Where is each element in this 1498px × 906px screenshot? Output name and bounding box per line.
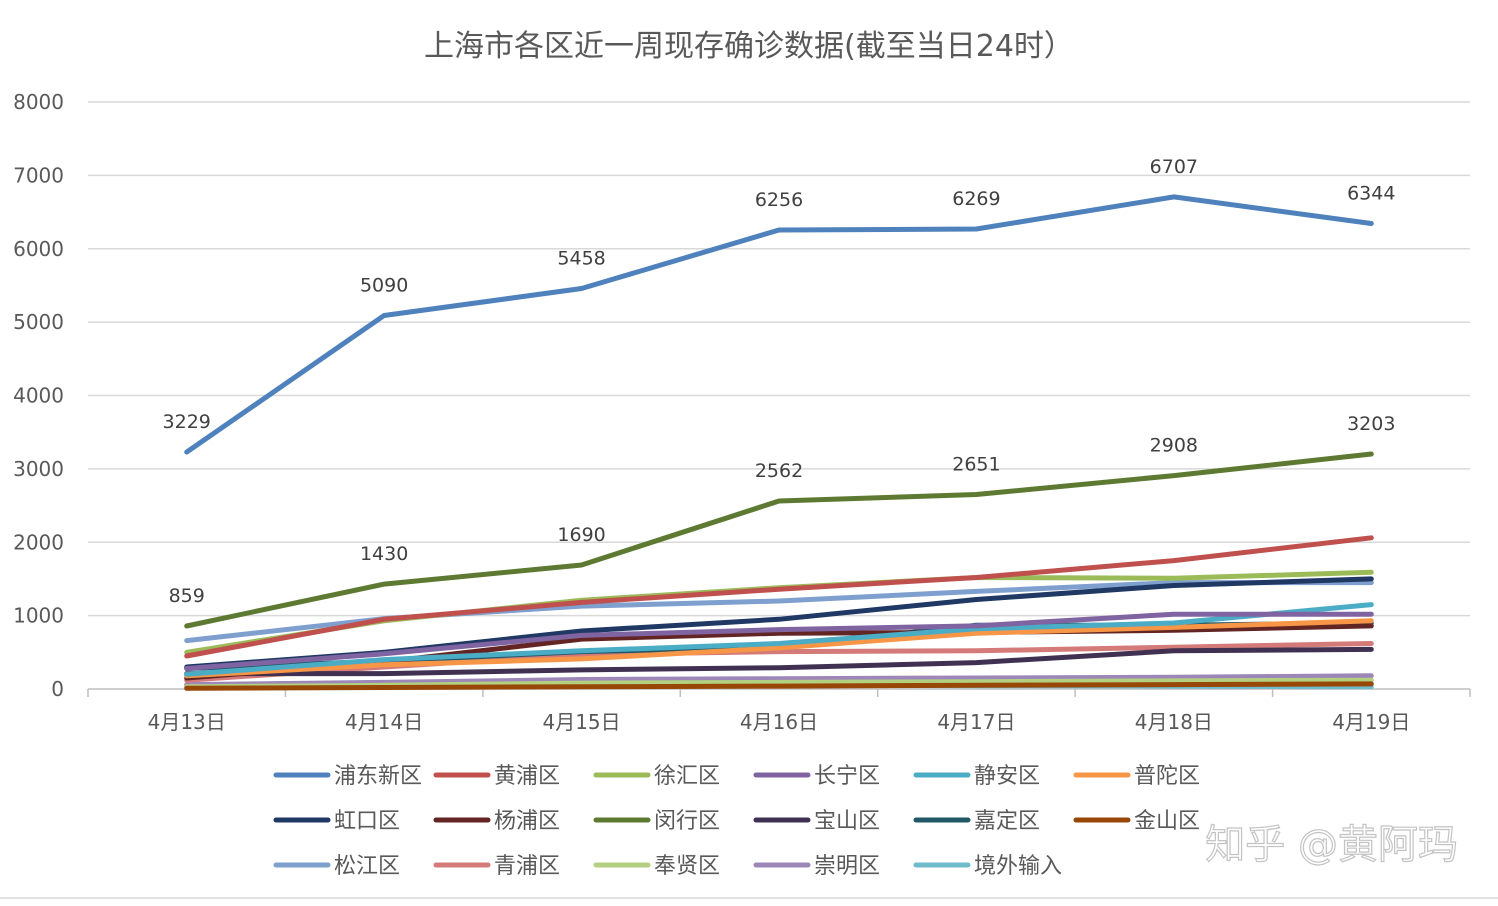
axes: 0 1000 2000 3000 4000 5000 6000 7000 8000 4月13日 4月… (0, 90, 1498, 899)
y-tick-label: 8000 (13, 90, 64, 114)
series-line-15 (184, 673, 1374, 688)
x-tick-label: 4月15日 (542, 710, 620, 734)
legend-label: 黄浦区 (494, 764, 560, 789)
legend-label: 静安区 (974, 764, 1040, 789)
series-line-0 (184, 194, 1374, 455)
legend-label: 金山区 (1134, 809, 1200, 834)
x-tick-label: 4月16日 (740, 710, 818, 734)
x-tick-label: 4月14日 (345, 710, 423, 734)
data-label: 1690 (557, 524, 605, 546)
data-label: 5458 (557, 248, 605, 270)
watermark: 知乎 @黄阿玛 (1205, 822, 1458, 868)
legend-label: 奉贤区 (654, 854, 720, 879)
legend-label: 普陀区 (1134, 764, 1200, 789)
data-label: 2562 (755, 460, 803, 482)
y-tick-label: 5000 (13, 310, 64, 334)
series-line-9 (184, 646, 1374, 677)
legend-label: 杨浦区 (494, 809, 560, 834)
legend-label: 崇明区 (814, 854, 880, 879)
series-line-5 (184, 618, 1374, 679)
y-tick-label: 3000 (13, 457, 64, 481)
x-tick-label: 4月19日 (1332, 710, 1410, 734)
y-tick-label: 0 (51, 677, 64, 701)
data-label: 2908 (1150, 435, 1198, 457)
series-line-11 (184, 681, 1374, 691)
y-tick-label: 2000 (13, 530, 64, 554)
data-label: 2651 (952, 453, 1000, 475)
data-label: 859 (169, 585, 205, 607)
series-line-4 (184, 602, 1374, 677)
data-label: 6344 (1347, 183, 1395, 205)
legend-label: 闵行区 (654, 809, 720, 834)
series-line-8 (184, 451, 1374, 629)
data-label: 5090 (360, 275, 408, 297)
chart-title: 上海市各区近一周现存确诊数据(截至当日24时） (424, 29, 1074, 64)
legend-label: 浦东新区 (334, 764, 422, 789)
series-line-3 (184, 611, 1374, 671)
legend-label: 虹口区 (334, 809, 400, 834)
y-tick-label: 1000 (13, 604, 64, 628)
y-tick-label: 4000 (13, 384, 64, 408)
data-label: 6269 (952, 188, 1000, 210)
data-label: 6256 (755, 189, 803, 211)
y-tick-label: 6000 (13, 237, 64, 261)
y-tick-label: 7000 (13, 163, 64, 187)
legend-label: 嘉定区 (974, 809, 1040, 834)
data-label: 1430 (360, 543, 408, 565)
x-tick-label: 4月18日 (1135, 710, 1213, 734)
legend-label: 宝山区 (814, 809, 880, 834)
legend-label: 徐汇区 (654, 764, 720, 789)
legend-label: 松江区 (334, 854, 400, 879)
data-label: 3203 (1347, 413, 1395, 435)
series-lines (184, 194, 1374, 691)
data-label: 3229 (163, 411, 211, 433)
x-tick-label: 4月17日 (937, 710, 1015, 734)
data-labels: 3229 5090 5458 6256 6269 6707 6344 859 1430 1690 2… (163, 156, 1396, 607)
legend-label: 长宁区 (814, 764, 880, 789)
x-tick-label: 4月13日 (148, 710, 226, 734)
legend-label: 境外输入 (974, 854, 1062, 879)
data-label: 6707 (1150, 156, 1198, 178)
legend-label: 青浦区 (494, 854, 560, 879)
gridlines (88, 101, 1470, 617)
series-line-1 (184, 535, 1374, 659)
